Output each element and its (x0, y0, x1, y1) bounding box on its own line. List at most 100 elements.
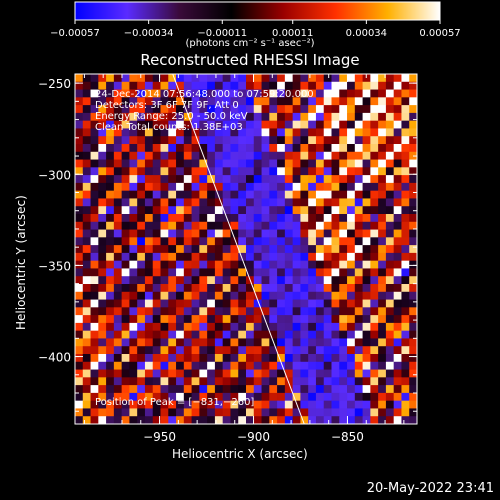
heatmap-cell (75, 299, 84, 308)
x-tick-label: −950 (143, 430, 176, 444)
heatmap-cell (191, 377, 200, 386)
heatmap-cell (191, 221, 200, 230)
heatmap-cell (168, 416, 177, 425)
heatmap-cell (284, 268, 294, 277)
heatmap-cell (144, 315, 154, 324)
heatmap-cell (385, 307, 395, 316)
heatmap-cell (90, 112, 99, 122)
heatmap-cell (261, 408, 270, 417)
heatmap-cell (129, 369, 138, 378)
heatmap-cell (261, 229, 270, 238)
heatmap-cell (315, 245, 325, 254)
heatmap-cell (214, 252, 224, 262)
heatmap-cell (207, 276, 216, 285)
heatmap-cell (354, 105, 363, 114)
heatmap-cell (378, 198, 387, 207)
heatmap-cell (300, 112, 309, 122)
heatmap-cell (269, 400, 278, 409)
heatmap-cell (354, 291, 363, 300)
heatmap-cell (385, 198, 395, 207)
heatmap-cell (339, 144, 348, 153)
heatmap-cell (106, 221, 115, 230)
heatmap-cell (152, 151, 161, 160)
heatmap-cell (82, 229, 91, 238)
heatmap-cell (269, 198, 278, 207)
heatmap-cell (284, 338, 294, 347)
heatmap-cell (393, 338, 402, 347)
colorbar-tick-label: 0.00057 (419, 28, 460, 39)
heatmap-cell (199, 330, 208, 339)
heatmap-cell (409, 120, 418, 129)
heatmap-cell (300, 198, 309, 207)
heatmap-cell (137, 206, 146, 215)
heatmap-cell (199, 89, 208, 98)
heatmap-cell (183, 229, 192, 238)
heatmap-cell (121, 97, 130, 106)
y-tick-label: −350 (38, 259, 71, 273)
colorbar-tick-label: 0.00034 (346, 28, 387, 39)
heatmap-cell (90, 268, 99, 277)
heatmap-cell (214, 330, 224, 339)
heatmap-cell (385, 214, 395, 223)
heatmap-cell (183, 361, 192, 370)
heatmap-cell (137, 338, 146, 347)
heatmap-cell (300, 385, 309, 394)
heatmap-cell (168, 268, 177, 277)
heatmap-cell (308, 120, 317, 129)
heatmap-cell (269, 291, 278, 300)
heatmap-cell (222, 97, 231, 106)
heatmap-cell (199, 260, 208, 269)
heatmap-cell (339, 276, 348, 285)
heatmap-cell (230, 408, 239, 417)
heatmap-cell (277, 268, 286, 277)
heatmap-cell (238, 276, 247, 285)
heatmap-cell (284, 369, 294, 378)
heatmap-cell (121, 408, 130, 417)
heatmap-cell (393, 105, 402, 114)
heatmap-cell (222, 284, 231, 293)
heatmap-cell (347, 167, 356, 176)
heatmap-cell (253, 315, 262, 324)
heatmap-cell (152, 206, 161, 215)
heatmap-cell (308, 315, 317, 324)
heatmap-cell (253, 198, 262, 207)
heatmap-cell (98, 105, 107, 114)
heatmap-cell (113, 128, 123, 137)
heatmap-cell (106, 89, 115, 98)
heatmap-cell (90, 354, 99, 363)
heatmap-cell (238, 167, 247, 176)
heatmap-cell (121, 182, 130, 192)
heatmap-cell (82, 322, 91, 332)
heatmap-cell (284, 385, 294, 394)
heatmap-cell (331, 159, 340, 168)
heatmap-cell (269, 182, 278, 192)
heatmap-cell (308, 268, 317, 277)
heatmap-cell (393, 245, 402, 254)
heatmap-cell (331, 175, 340, 184)
heatmap-cell (284, 221, 294, 230)
heatmap-cell (214, 97, 224, 106)
heatmap-cell (370, 408, 379, 417)
heatmap-cell (129, 354, 138, 363)
heatmap-cell (246, 338, 255, 347)
heatmap-cell (284, 354, 294, 363)
heatmap-cell (168, 151, 177, 160)
heatmap-cell (354, 198, 363, 207)
heatmap-cell (230, 276, 239, 285)
heatmap-cell (292, 198, 301, 207)
heatmap-cell (401, 198, 410, 207)
heatmap-cell (339, 284, 348, 293)
heatmap-cell (207, 151, 216, 160)
heatmap-cell (292, 392, 301, 402)
heatmap-cell (183, 105, 192, 114)
heatmap-cell (214, 144, 224, 153)
heatmap-cell (183, 159, 192, 168)
heatmap-cell (300, 144, 309, 153)
heatmap-cell (129, 361, 138, 370)
heatmap-cell (323, 268, 332, 277)
heatmap-cell (129, 97, 138, 106)
heatmap-cell (230, 284, 239, 293)
heatmap-cell (144, 322, 154, 332)
heatmap-cell (284, 237, 294, 246)
heatmap-cell (339, 346, 348, 355)
